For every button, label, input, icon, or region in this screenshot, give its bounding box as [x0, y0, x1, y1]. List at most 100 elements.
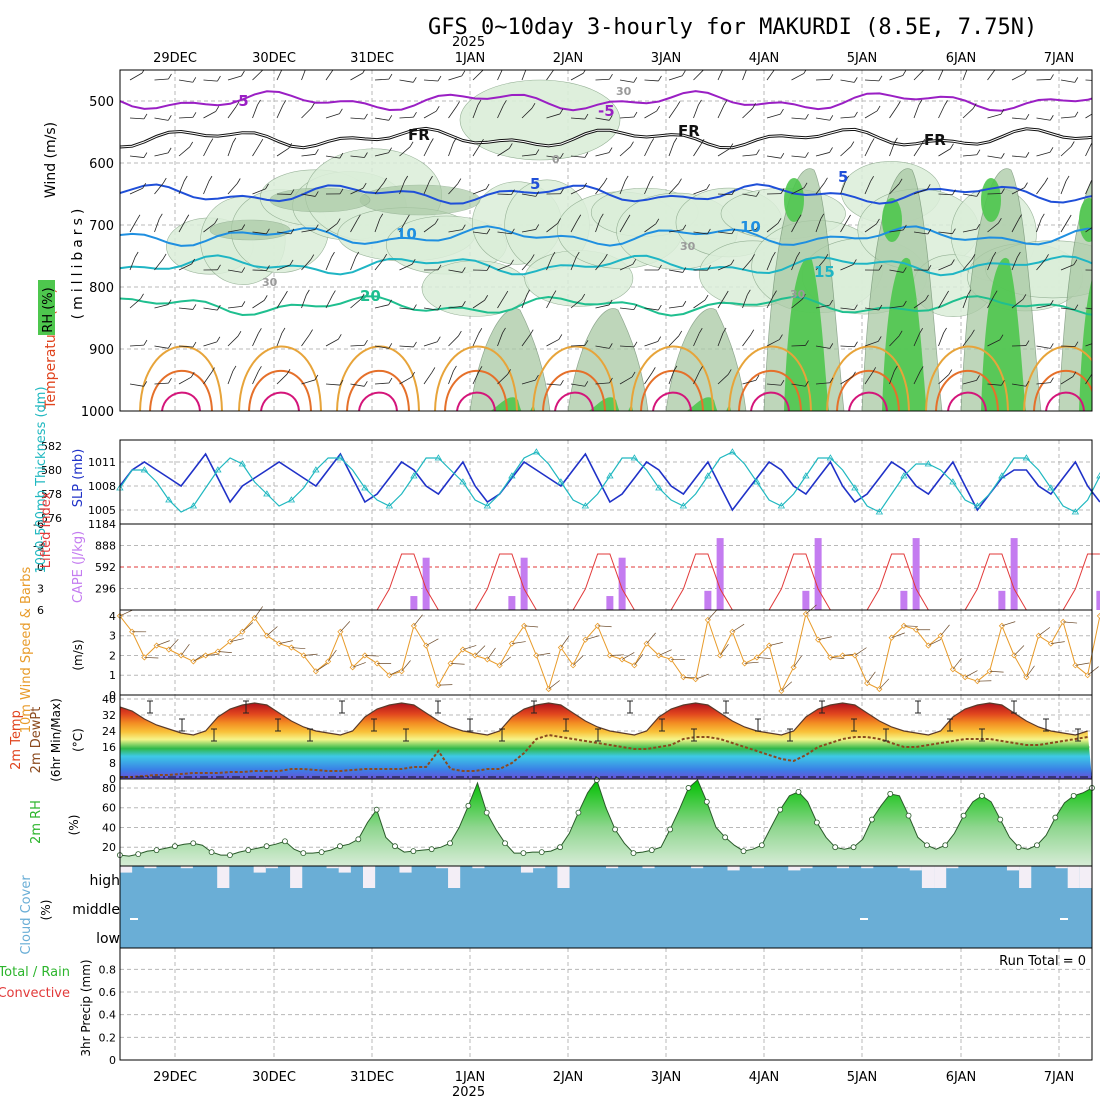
wind-barb-flag [216, 304, 221, 311]
lifted-tick: 6 [37, 604, 44, 617]
wind-barb-flag [681, 70, 686, 76]
cloud-gap [727, 866, 740, 871]
rh-tick: 40 [102, 821, 116, 834]
wind-barb [913, 104, 920, 119]
wind-barb-flag [192, 77, 197, 83]
wind-barb-flag [919, 366, 924, 372]
rh-mid-blob [359, 184, 481, 216]
wind10-barb [658, 649, 672, 656]
wind-barb [791, 345, 806, 347]
wind-barb [399, 146, 411, 157]
wind-barb-flag [1044, 177, 1049, 183]
wind-barb-flag [486, 265, 491, 271]
wind-barb [399, 307, 414, 310]
wind-barb-flag [560, 379, 564, 386]
wind-barb [374, 182, 384, 195]
wind-barb [1060, 146, 1072, 157]
wind-barb [570, 155, 585, 158]
wind-barb [619, 116, 634, 119]
wind-barb-flag [894, 137, 898, 144]
wind-barb [521, 294, 528, 309]
cape-bar [618, 557, 626, 610]
wind-barb [987, 295, 995, 309]
wind-barb-flag [1025, 340, 1030, 346]
wind-barb [154, 117, 169, 121]
wind-barb-flag [235, 101, 240, 107]
day-label-bottom: 6JAN [946, 1070, 977, 1085]
day-label-bottom: 7JAN [1044, 1070, 1075, 1085]
upper-air-contour-labels: -5 -5 FR FR FR 5 5 10 10 15 20 30 30 30 30 0 [232, 85, 946, 305]
wind-barb-flag [796, 251, 801, 258]
bl-contour-magenta [848, 391, 888, 411]
wind-barb-flag [241, 267, 246, 273]
wind10-barb [1087, 666, 1099, 676]
wind-barb-flag [168, 377, 172, 384]
contour-label: 5 [838, 168, 848, 186]
wind-barb [350, 187, 364, 195]
wind-barb-flag [412, 77, 417, 83]
lifted-axis-title: Lifted Index [39, 491, 54, 568]
bl-contour-magenta [260, 391, 300, 411]
rh-point [557, 844, 563, 851]
bl-contour-red [149, 369, 213, 411]
wind-barb [595, 304, 610, 309]
temp-title: 2m Temp [9, 710, 24, 770]
wind-barb [913, 231, 928, 235]
wind-barb-flag [603, 177, 608, 184]
wind-barb [350, 344, 365, 347]
run-total: Run Total = 0 [999, 954, 1086, 969]
wind-barb [423, 79, 438, 82]
wind-barb-flag [608, 299, 613, 306]
wind-barb-flag [1074, 77, 1079, 83]
wind-barb-flag [167, 299, 172, 305]
wind-barb-flag [870, 138, 875, 144]
wind-barb-flag [167, 343, 172, 349]
wind10-barb [952, 658, 962, 670]
rh-area [119, 780, 1092, 866]
wind-barb-flag [355, 251, 360, 258]
rh-point [887, 790, 894, 797]
wind-barb [497, 332, 503, 347]
wind-barb [521, 70, 527, 81]
wind-barb [1011, 155, 1026, 158]
wind-barb [864, 307, 879, 311]
wind-barb [913, 371, 921, 385]
wind10-point [227, 638, 234, 645]
wind-barb-flag [388, 115, 393, 121]
wind-barb [815, 382, 830, 385]
wind10-point [374, 660, 381, 667]
contour-label: -5 [598, 102, 615, 120]
wind10-barb [413, 614, 423, 627]
wind-barb [203, 341, 217, 347]
wind-barb [595, 78, 610, 81]
cape-axis-title: CAPE (J/kg) [71, 531, 86, 603]
wind-barb-flag [829, 299, 834, 306]
wind10-barb [719, 643, 729, 656]
wind-barb-flag [682, 300, 687, 307]
wind-barb-flag [383, 177, 388, 184]
wind10-barb [205, 653, 220, 656]
wind-barb-flag [727, 369, 732, 375]
cloud-gap [533, 866, 546, 869]
wind-barb-flag [437, 264, 442, 271]
wind-barb-flag [1070, 141, 1075, 147]
thickness-point [312, 466, 320, 473]
contour-label: 30 [616, 85, 632, 98]
cloud-gap [180, 866, 193, 869]
wind-barb [129, 187, 143, 195]
wind-barb-flag [805, 340, 809, 346]
wind10-barb [1038, 627, 1051, 636]
wind-barb [129, 383, 144, 387]
wind-barb [791, 383, 806, 387]
wind-barb-flag [1018, 214, 1022, 220]
wind-barb-flag [339, 108, 343, 114]
wind-barb-flag [872, 367, 877, 373]
precip-total-title: Total / Rain [0, 965, 70, 980]
wind-barb [1036, 182, 1046, 195]
wind-barb [938, 295, 946, 309]
wind-barb [374, 304, 389, 309]
wind-barb [717, 295, 726, 309]
wind-barb [227, 305, 242, 309]
wind-barb [742, 108, 753, 119]
wind-barb [840, 345, 855, 348]
